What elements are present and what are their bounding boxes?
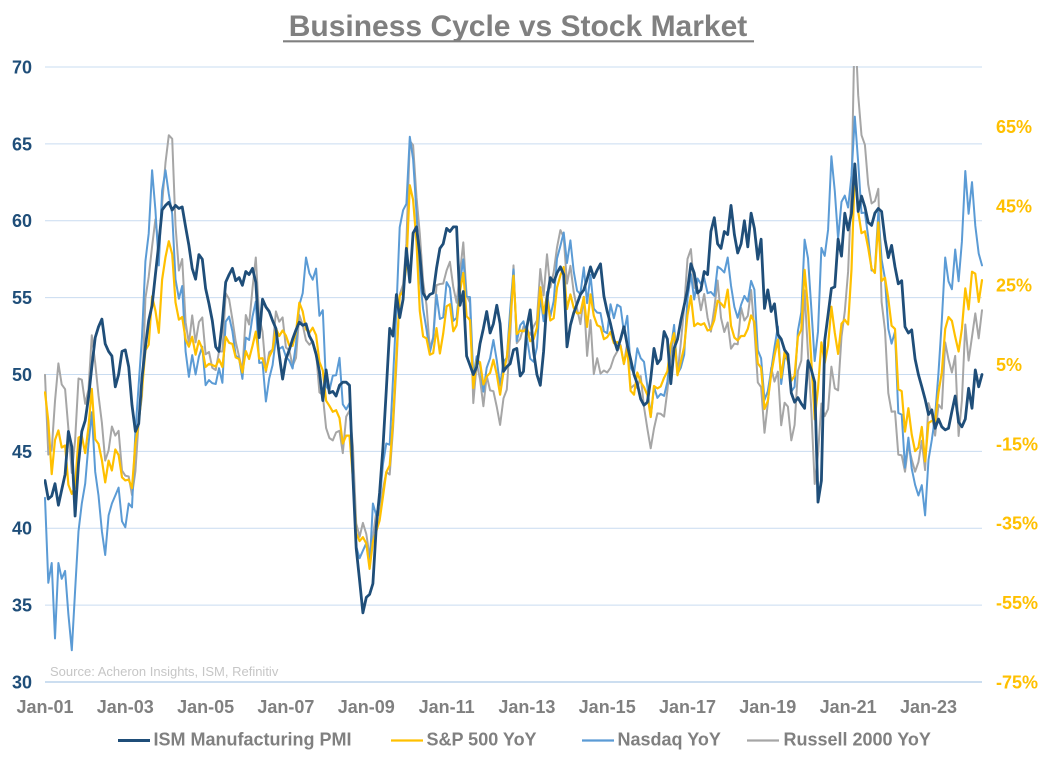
svg-text:Source: Acheron Insights, ISM,: Source: Acheron Insights, ISM, Refinitiv xyxy=(50,664,279,679)
svg-text:45%: 45% xyxy=(996,196,1032,216)
svg-text:60: 60 xyxy=(12,211,32,231)
svg-text:Jan-17: Jan-17 xyxy=(659,697,716,717)
svg-text:-35%: -35% xyxy=(996,514,1038,534)
svg-text:25%: 25% xyxy=(996,276,1032,296)
svg-text:Jan-11: Jan-11 xyxy=(419,697,475,717)
svg-text:65: 65 xyxy=(12,134,32,154)
svg-text:70: 70 xyxy=(12,57,32,77)
svg-text:40: 40 xyxy=(12,519,32,539)
svg-text:65%: 65% xyxy=(996,117,1032,137)
svg-text:Business Cycle vs Stock Market: Business Cycle vs Stock Market xyxy=(289,10,748,43)
svg-text:ISM Manufacturing PMI: ISM Manufacturing PMI xyxy=(154,730,352,750)
svg-text:-55%: -55% xyxy=(996,593,1038,613)
svg-text:Jan-09: Jan-09 xyxy=(338,697,395,717)
svg-text:35: 35 xyxy=(12,596,32,616)
svg-text:-75%: -75% xyxy=(996,672,1038,692)
svg-text:-15%: -15% xyxy=(996,434,1038,454)
svg-text:Jan-03: Jan-03 xyxy=(97,697,154,717)
svg-text:45: 45 xyxy=(12,442,32,462)
svg-text:Jan-05: Jan-05 xyxy=(177,697,234,717)
svg-text:S&P 500 YoY: S&P 500 YoY xyxy=(427,730,537,750)
svg-text:5%: 5% xyxy=(996,355,1022,375)
svg-text:Nasdaq YoY: Nasdaq YoY xyxy=(618,730,721,750)
svg-text:Russell 2000 YoY: Russell 2000 YoY xyxy=(784,730,931,750)
svg-text:Jan-15: Jan-15 xyxy=(579,697,636,717)
svg-text:50: 50 xyxy=(12,365,32,385)
svg-text:30: 30 xyxy=(12,672,32,692)
svg-text:Jan-07: Jan-07 xyxy=(257,697,314,717)
svg-text:Jan-13: Jan-13 xyxy=(498,697,555,717)
svg-text:Jan-19: Jan-19 xyxy=(739,697,796,717)
svg-text:Jan-01: Jan-01 xyxy=(16,697,73,717)
svg-text:55: 55 xyxy=(12,288,32,308)
svg-text:Jan-23: Jan-23 xyxy=(900,697,957,717)
svg-text:Jan-21: Jan-21 xyxy=(820,697,877,717)
